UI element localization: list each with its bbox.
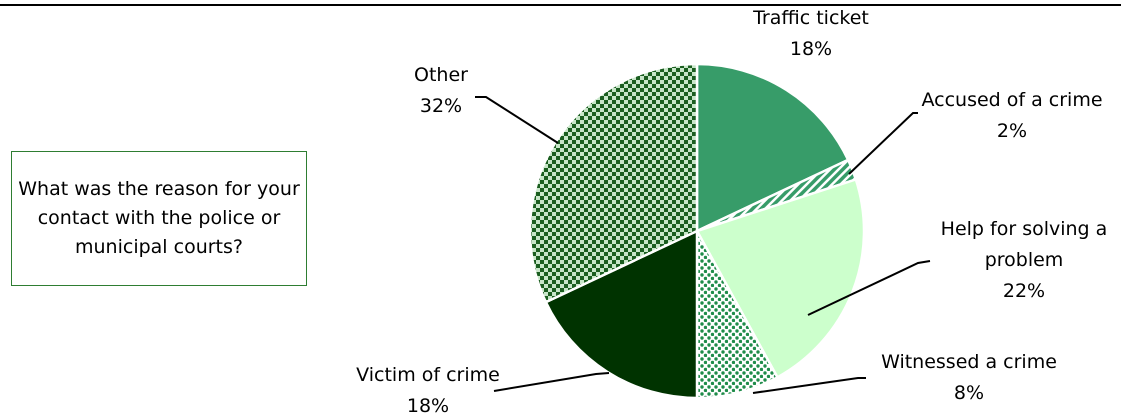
leader-line-3 xyxy=(752,377,866,394)
leader-line-5 xyxy=(475,96,559,144)
leader-line-4 xyxy=(493,372,610,392)
slice-category-label: Witnessed a crime xyxy=(881,351,1057,373)
slice-label-3: Witnessed a crime 8% xyxy=(881,351,1057,404)
leader-line-2 xyxy=(807,260,931,316)
slice-category-label: Victim of crime xyxy=(356,364,500,386)
slice-value-label: 18% xyxy=(407,395,449,417)
slice-category-label: Accused of a crime xyxy=(921,89,1102,111)
pie-slice-4 xyxy=(544,229,699,400)
slice-value-label: 32% xyxy=(420,95,462,117)
pie-slice-0 xyxy=(695,62,850,233)
pie-slice-2 xyxy=(695,177,866,380)
slice-category-label: problem xyxy=(985,249,1064,271)
leader-line-1 xyxy=(848,112,918,175)
slice-category-label: Help for solving a xyxy=(941,218,1108,240)
slice-label-0: Traffic ticket 18% xyxy=(752,7,869,60)
slice-label-5: Other 32% xyxy=(414,64,468,117)
question-box: What was the reason for your contact wit… xyxy=(11,151,307,286)
top-rule xyxy=(0,4,1121,6)
slice-label-2: Help for solving a problem 22% xyxy=(941,218,1108,302)
slice-value-label: 2% xyxy=(997,120,1027,142)
slice-category-label: Other xyxy=(414,64,468,86)
slice-label-4: Victim of crime 18% xyxy=(356,364,500,417)
slice-category-label: Traffic ticket xyxy=(752,7,869,29)
slice-label-1: Accused of a crime 2% xyxy=(921,89,1102,142)
slice-value-label: 22% xyxy=(1003,280,1045,302)
slice-value-label: 18% xyxy=(790,38,832,60)
slice-value-label: 8% xyxy=(954,382,984,404)
question-text: What was the reason for your contact wit… xyxy=(18,178,300,258)
